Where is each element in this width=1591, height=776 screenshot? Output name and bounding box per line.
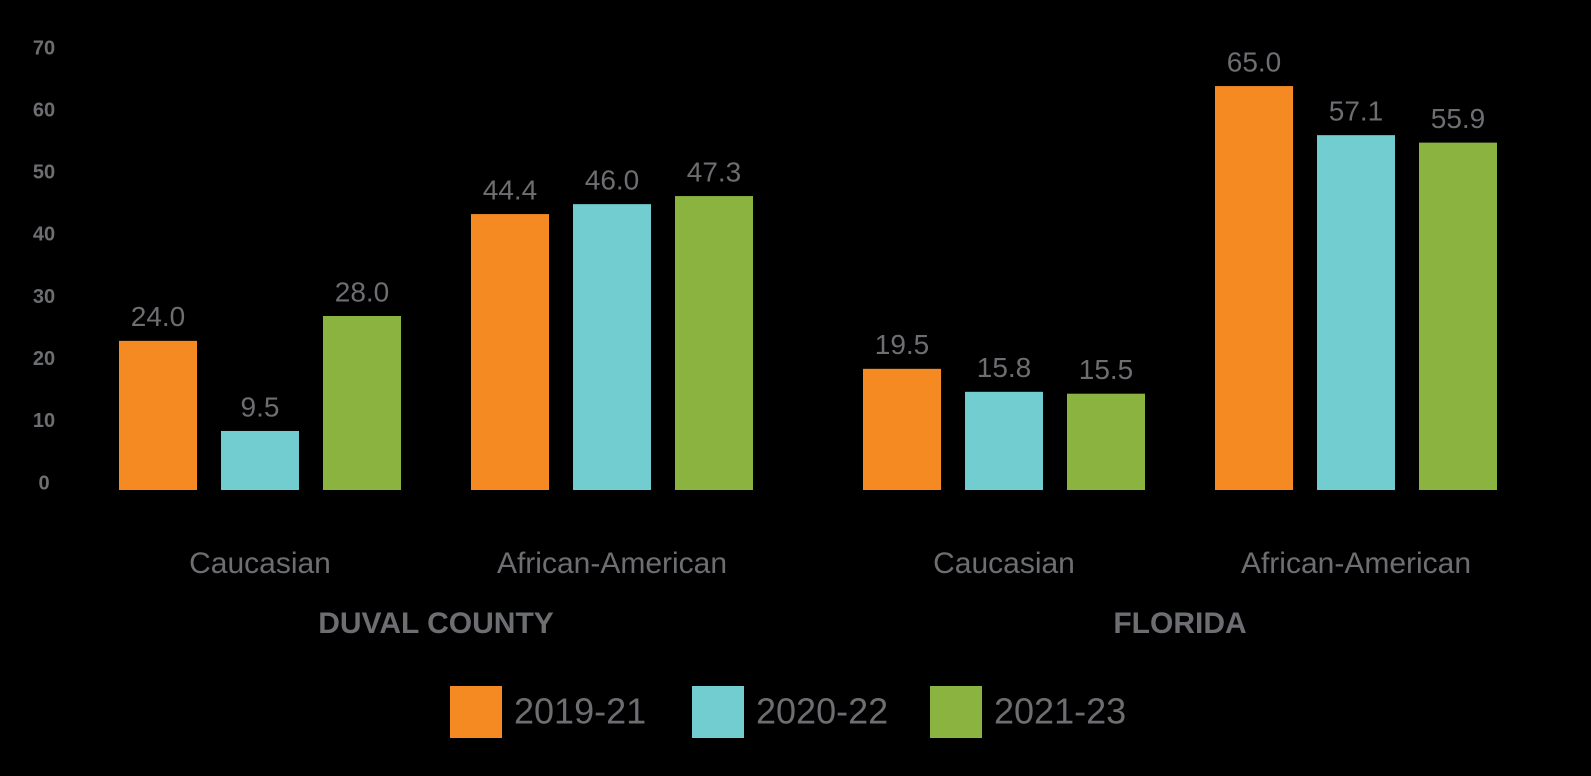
legend-swatch	[930, 686, 982, 738]
value-label: 24.0	[131, 301, 186, 332]
value-label: 28.0	[335, 276, 390, 307]
legend-label: 2021-23	[994, 691, 1126, 732]
value-label: 44.4	[483, 174, 538, 205]
value-label: 15.5	[1079, 354, 1134, 385]
legend-label: 2019-21	[514, 691, 646, 732]
bar	[471, 214, 549, 491]
x-tick-label: Caucasian	[189, 547, 331, 580]
value-label: 57.1	[1329, 96, 1384, 127]
bar	[119, 340, 197, 490]
y-tick-label: 50	[33, 162, 55, 184]
value-label: 9.5	[241, 391, 280, 422]
legend-swatch	[450, 686, 502, 738]
value-label: 19.5	[875, 329, 930, 360]
y-tick-label: 10	[33, 410, 55, 432]
y-tick-label: 70	[33, 37, 55, 59]
bar	[323, 316, 401, 490]
legend-swatch	[692, 686, 744, 738]
bar	[1067, 393, 1145, 490]
value-label: 15.8	[977, 352, 1032, 383]
value-label: 47.3	[687, 156, 742, 187]
bar	[221, 430, 299, 490]
legend-label: 2020-22	[756, 691, 888, 732]
y-tick-label: 30	[33, 286, 55, 308]
y-tick-label: 20	[33, 348, 55, 370]
bar	[1419, 142, 1497, 490]
y-tick-label: 0	[38, 472, 49, 494]
value-label: 55.9	[1431, 103, 1486, 134]
value-label: 65.0	[1227, 46, 1282, 77]
x-tick-label: African-American	[497, 547, 727, 580]
bar	[1215, 86, 1293, 491]
x-tick-label: African-American	[1241, 547, 1471, 580]
group-label: DUVAL COUNTY	[318, 607, 554, 640]
x-tick-label: Caucasian	[933, 547, 1075, 580]
y-tick-label: 40	[33, 224, 55, 246]
bar	[675, 196, 753, 491]
bar	[863, 368, 941, 490]
bar	[1317, 135, 1395, 490]
y-tick-label: 60	[33, 99, 55, 121]
group-label: FLORIDA	[1113, 607, 1246, 640]
bar	[573, 204, 651, 490]
bar	[965, 391, 1043, 490]
value-label: 46.0	[585, 165, 640, 196]
